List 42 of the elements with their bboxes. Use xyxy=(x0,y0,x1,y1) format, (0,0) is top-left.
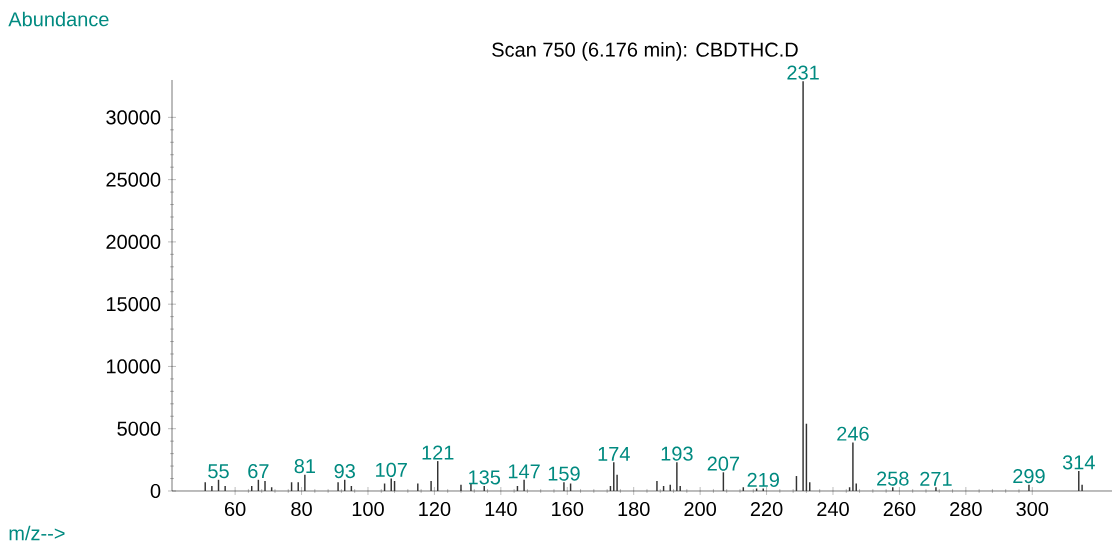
annotation: 258 xyxy=(877,471,909,486)
chart-title: Scan 750 (6.176 min): CBDTHC.D xyxy=(492,42,798,61)
annotation: 67 xyxy=(248,464,269,479)
annotation: 299 xyxy=(1013,469,1045,484)
y-tick-label: 0 xyxy=(150,483,161,499)
annotation: 147 xyxy=(508,464,540,479)
annotation: 55 xyxy=(208,464,229,479)
x-axis-title: m/z--> xyxy=(9,525,65,541)
x-tick-label: 240 xyxy=(817,501,849,517)
annotation: 193 xyxy=(661,446,693,461)
y-tick-label: 5000 xyxy=(117,421,161,436)
x-tick-label: 200 xyxy=(684,501,717,517)
y-tick-label: 30000 xyxy=(106,110,161,125)
y-tick-label: 20000 xyxy=(106,234,161,249)
x-tick-label: 260 xyxy=(883,501,916,517)
annotation: 135 xyxy=(469,470,501,485)
annotation: 159 xyxy=(548,466,580,481)
annotation: 107 xyxy=(376,462,407,477)
x-tick-label: 80 xyxy=(291,501,312,517)
annotation: 271 xyxy=(920,471,952,486)
x-tick-label: 180 xyxy=(618,501,650,517)
x-tick-label: 160 xyxy=(552,501,584,517)
annotation: 174 xyxy=(598,446,630,461)
annotation: 207 xyxy=(707,456,740,471)
y-tick-label: 25000 xyxy=(106,172,161,187)
annotation: 121 xyxy=(422,445,454,460)
annotation: 93 xyxy=(334,464,355,479)
annotation: 246 xyxy=(837,426,869,441)
annotation: 219 xyxy=(747,472,779,487)
y-tick-label: 10000 xyxy=(106,359,161,374)
y-axis-title: Abundance xyxy=(8,11,109,27)
x-tick-label: 300 xyxy=(1016,501,1049,517)
x-tick-label: 120 xyxy=(419,501,451,517)
annotation: 314 xyxy=(1062,455,1095,470)
annotation: 81 xyxy=(294,459,316,474)
x-tick-label: 100 xyxy=(352,501,384,517)
x-tick-label: 140 xyxy=(485,501,517,517)
x-tick-label: 60 xyxy=(225,501,246,517)
y-tick-label: 15000 xyxy=(106,297,161,312)
x-tick-label: 220 xyxy=(750,501,783,517)
x-tick-label: 280 xyxy=(950,501,982,517)
annotation: 231 xyxy=(787,65,819,80)
